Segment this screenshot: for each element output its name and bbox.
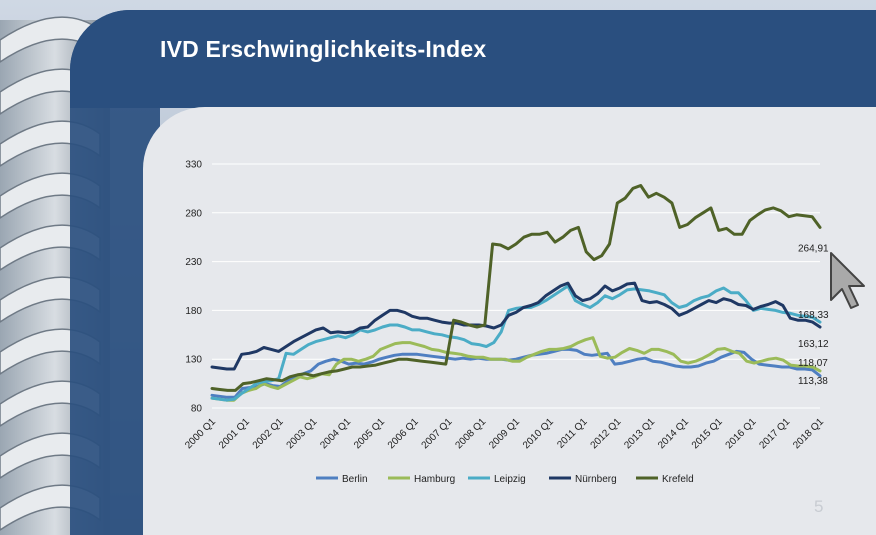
- x-tick-label: 2007 Q1: [420, 416, 455, 451]
- x-tick-label: 2012 Q1: [589, 416, 624, 451]
- y-tick-label: 280: [185, 208, 202, 219]
- x-tick-label: 2000 Q1: [183, 416, 218, 451]
- mouse-pointer-icon: [830, 252, 865, 309]
- x-tick-label: 2008 Q1: [453, 416, 488, 451]
- x-tick-label: 2001 Q1: [217, 416, 252, 451]
- title-bar: [70, 10, 876, 108]
- x-tick-label: 2018 Q1: [791, 416, 826, 451]
- y-axis-ticks: 80 130 180 230 280 330: [185, 160, 202, 415]
- x-tick-label: 2014 Q1: [656, 416, 691, 451]
- x-tick-label: 2016 Q1: [724, 416, 759, 451]
- x-tick-label: 2010 Q1: [521, 416, 556, 451]
- legend-label-leipzig: Leipzig: [494, 474, 526, 485]
- x-tick-label: 2006 Q1: [386, 416, 421, 451]
- x-tick-label: 2015 Q1: [690, 416, 725, 451]
- x-tick-label: 2009 Q1: [487, 416, 522, 451]
- end-label-nürnberg: 163,12: [798, 339, 829, 350]
- end-label-berlin: 113,38: [798, 376, 828, 387]
- page-number: 5: [814, 497, 824, 516]
- end-labels: 264,91 168,33 163,12 118,07 113,38: [798, 243, 829, 386]
- y-tick-label: 230: [185, 257, 202, 268]
- series-lines: [210, 184, 822, 402]
- y-tick-label: 80: [191, 404, 203, 415]
- y-tick-label: 330: [185, 160, 202, 171]
- x-tick-label: 2017 Q1: [757, 416, 792, 451]
- series-line-berlin: [210, 347, 822, 399]
- legend-label-hamburg: Hamburg: [414, 474, 455, 485]
- series-line-leipzig: [210, 284, 822, 402]
- x-tick-label: 2004 Q1: [318, 416, 353, 451]
- chart-panel: [143, 107, 876, 535]
- x-tick-label: 2013 Q1: [622, 416, 657, 451]
- legend-label-krefeld: Krefeld: [662, 474, 694, 485]
- end-label-krefeld: 264,91: [798, 243, 829, 254]
- series-line-krefeld: [210, 184, 822, 392]
- y-tick-label: 130: [185, 355, 202, 366]
- slide-title: IVD Erschwinglichkeits-Index: [160, 36, 487, 62]
- x-tick-label: 2003 Q1: [285, 416, 320, 451]
- x-tick-label: 2005 Q1: [352, 416, 387, 451]
- x-tick-label: 2002 Q1: [251, 416, 286, 451]
- grid-lines: [212, 163, 820, 409]
- x-tick-label: 2011 Q1: [555, 416, 590, 451]
- end-label-hamburg: 118,07: [798, 358, 828, 369]
- end-label-leipzig: 168,33: [798, 310, 829, 321]
- y-tick-label: 180: [185, 306, 202, 317]
- legend-label-berlin: Berlin: [342, 474, 368, 485]
- chart-legend: Berlin Hamburg Leipzig Nürnberg Krefeld: [316, 474, 694, 485]
- legend-label-nürnberg: Nürnberg: [575, 474, 617, 485]
- series-line-nürnberg: [210, 281, 822, 371]
